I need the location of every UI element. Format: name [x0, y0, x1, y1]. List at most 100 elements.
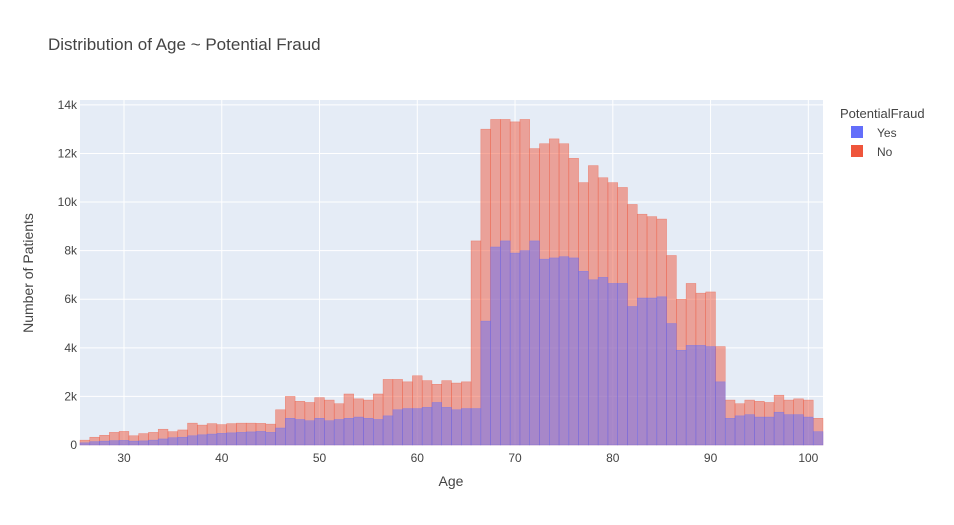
- bar-yes[interactable]: [285, 418, 296, 446]
- bar-yes[interactable]: [461, 408, 472, 446]
- y-tick-label: 8k: [64, 244, 78, 258]
- bar-yes[interactable]: [294, 419, 306, 446]
- y-tick-label: 6k: [64, 292, 78, 306]
- bar-yes[interactable]: [539, 258, 550, 446]
- bar-yes[interactable]: [138, 440, 149, 446]
- y-tick-labels: 0 2k 4k 6k 8k 10k 12k 14k: [58, 98, 78, 452]
- bar-yes[interactable]: [392, 409, 403, 446]
- bar-yes[interactable]: [480, 320, 491, 446]
- bar-yes[interactable]: [627, 306, 638, 446]
- bar-yes[interactable]: [695, 345, 706, 446]
- legend-swatch-yes: [851, 126, 863, 138]
- x-tick-label: 60: [411, 451, 425, 465]
- bar-yes[interactable]: [519, 250, 530, 446]
- bar-yes[interactable]: [637, 297, 648, 446]
- x-tick-label: 50: [313, 451, 327, 465]
- bar-yes[interactable]: [148, 439, 159, 446]
- bar-yes[interactable]: [470, 408, 482, 446]
- bar-yes[interactable]: [245, 431, 257, 446]
- bar-yes[interactable]: [793, 414, 804, 446]
- bar-yes[interactable]: [157, 438, 169, 446]
- bar-yes[interactable]: [490, 246, 501, 446]
- bar-yes[interactable]: [99, 440, 110, 446]
- bar-yes[interactable]: [617, 283, 628, 446]
- bar-yes[interactable]: [431, 402, 442, 446]
- y-tick-label: 0: [70, 438, 77, 452]
- bar-yes[interactable]: [773, 411, 785, 446]
- bar-yes[interactable]: [324, 420, 335, 446]
- bar-yes[interactable]: [314, 418, 325, 446]
- bar-yes[interactable]: [79, 442, 91, 446]
- bar-yes[interactable]: [724, 418, 736, 446]
- bar-yes[interactable]: [226, 432, 237, 446]
- bar-yes[interactable]: [118, 440, 130, 446]
- bar-yes[interactable]: [197, 434, 208, 446]
- bar-yes[interactable]: [558, 256, 570, 446]
- x-tick-label: 70: [508, 451, 522, 465]
- bar-yes[interactable]: [363, 418, 374, 446]
- bar-yes[interactable]: [666, 323, 677, 446]
- bar-yes[interactable]: [255, 431, 266, 446]
- y-tick-label: 12k: [58, 146, 78, 160]
- bar-yes[interactable]: [187, 435, 198, 446]
- bar-yes[interactable]: [382, 415, 394, 446]
- x-tick-label: 40: [215, 451, 229, 465]
- bar-yes[interactable]: [607, 283, 618, 446]
- legend-title: PotentialFraud: [840, 106, 925, 121]
- bar-yes[interactable]: [333, 419, 345, 446]
- y-tick-label: 2k: [64, 389, 78, 403]
- bar-yes[interactable]: [421, 407, 433, 446]
- bar-yes[interactable]: [206, 433, 218, 446]
- bar-yes[interactable]: [705, 346, 716, 446]
- x-tick-label: 90: [704, 451, 718, 465]
- bar-yes[interactable]: [89, 441, 100, 446]
- bar-yes[interactable]: [812, 431, 824, 446]
- legend-item-yes[interactable]: Yes: [851, 126, 897, 140]
- bar-yes[interactable]: [597, 277, 609, 446]
- bar-yes[interactable]: [734, 415, 746, 446]
- bar-yes[interactable]: [304, 420, 315, 446]
- x-tick-label: 100: [798, 451, 818, 465]
- bar-yes[interactable]: [529, 240, 540, 446]
- x-tick-label: 80: [606, 451, 620, 465]
- bar-yes[interactable]: [167, 437, 179, 446]
- y-tick-label: 10k: [58, 195, 78, 209]
- bar-yes[interactable]: [744, 414, 755, 446]
- bar-yes[interactable]: [441, 407, 452, 446]
- bar-yes[interactable]: [236, 432, 247, 446]
- bar-yes[interactable]: [568, 257, 579, 446]
- bar-yes[interactable]: [783, 414, 794, 446]
- bar-yes[interactable]: [578, 271, 589, 446]
- bar-yes[interactable]: [754, 416, 765, 446]
- bar-yes[interactable]: [715, 381, 726, 446]
- bar-yes[interactable]: [353, 416, 364, 446]
- bar-yes[interactable]: [177, 436, 188, 446]
- bar-yes[interactable]: [676, 349, 687, 446]
- bar-yes[interactable]: [685, 345, 697, 446]
- bar-yes[interactable]: [265, 432, 276, 446]
- bar-yes[interactable]: [128, 440, 139, 446]
- bar-yes[interactable]: [764, 416, 775, 446]
- bar-yes[interactable]: [373, 419, 384, 446]
- bar-yes[interactable]: [451, 409, 462, 446]
- bar-yes[interactable]: [646, 297, 658, 446]
- bar-yes[interactable]: [275, 427, 286, 446]
- legend-label-yes: Yes: [877, 126, 897, 140]
- bar-yes[interactable]: [412, 408, 423, 446]
- bar-yes[interactable]: [109, 440, 120, 446]
- bar-yes[interactable]: [216, 433, 227, 446]
- legend[interactable]: PotentialFraud Yes No: [840, 106, 925, 159]
- bar-yes[interactable]: [803, 416, 814, 446]
- bar-yes[interactable]: [509, 252, 521, 446]
- y-axis-title: Number of Patients: [20, 213, 36, 333]
- bar-yes[interactable]: [656, 296, 667, 446]
- bar-yes[interactable]: [402, 408, 413, 446]
- bar-yes[interactable]: [500, 240, 511, 446]
- y-tick-label: 4k: [64, 341, 78, 355]
- legend-item-no[interactable]: No: [851, 145, 893, 159]
- y-tick-label: 14k: [58, 98, 78, 112]
- bar-yes[interactable]: [588, 279, 599, 446]
- x-tick-label: 30: [117, 451, 131, 465]
- bar-yes[interactable]: [549, 257, 560, 446]
- bar-yes[interactable]: [343, 418, 354, 446]
